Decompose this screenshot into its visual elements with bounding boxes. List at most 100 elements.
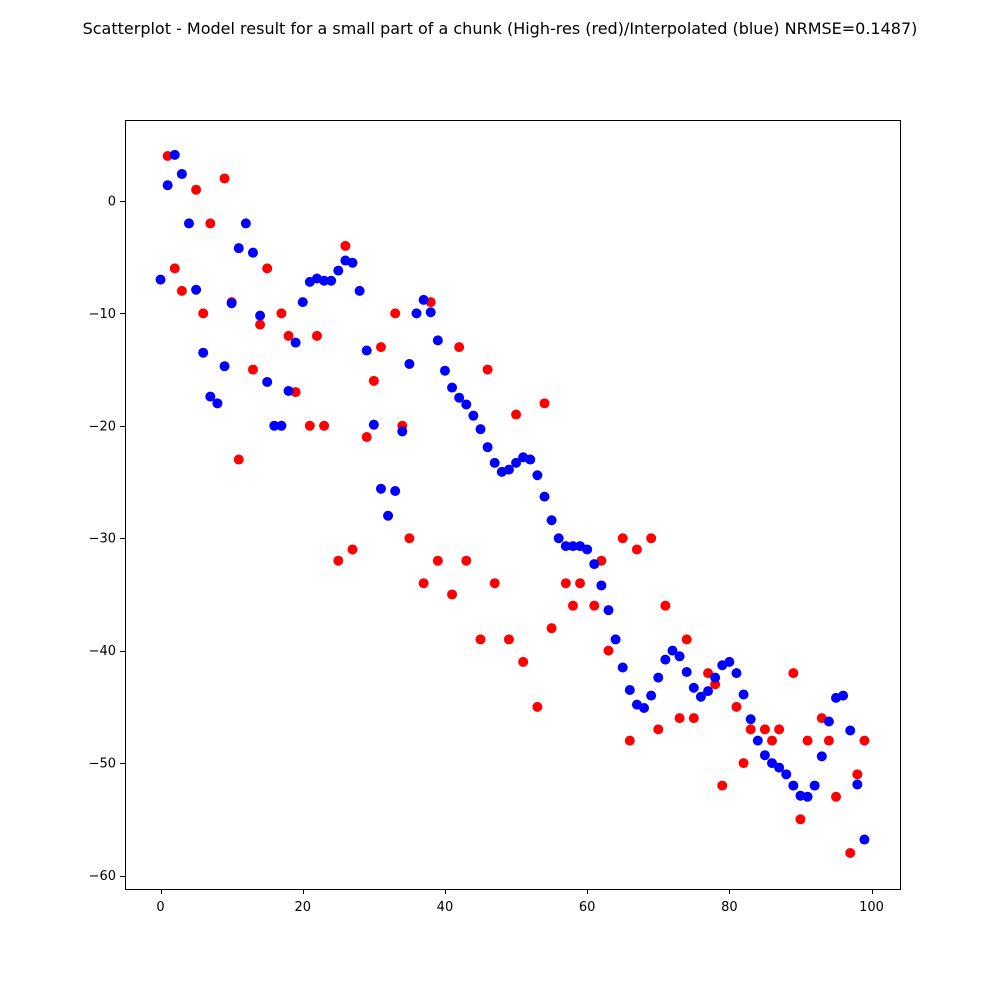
scatter-point bbox=[276, 420, 287, 431]
scatter-point bbox=[425, 307, 436, 318]
scatter-point bbox=[745, 714, 756, 725]
plot-points bbox=[155, 149, 870, 859]
y-tick-label: −30 bbox=[89, 532, 116, 547]
plot-frame bbox=[125, 120, 901, 890]
scatter-point bbox=[155, 274, 166, 285]
scatter-point bbox=[468, 410, 479, 421]
scatter-point bbox=[525, 454, 536, 465]
scatter-point bbox=[589, 559, 600, 570]
scatter-point bbox=[852, 779, 863, 790]
scatter-point bbox=[717, 780, 728, 791]
scatter-point bbox=[567, 600, 578, 611]
scatter-point bbox=[340, 240, 351, 251]
scatter-point bbox=[560, 578, 571, 589]
x-tick-label: 40 bbox=[437, 900, 454, 915]
scatter-point bbox=[688, 713, 699, 724]
scatter-point bbox=[759, 724, 770, 735]
scatter-point bbox=[695, 691, 706, 702]
scatter-point bbox=[589, 600, 600, 611]
scatter-point bbox=[703, 686, 714, 697]
scatter-point bbox=[752, 735, 763, 746]
scatter-point bbox=[169, 263, 180, 274]
scatter-point bbox=[176, 285, 187, 296]
scatter-point bbox=[703, 668, 714, 679]
scatter-point bbox=[162, 180, 173, 191]
scatter-point bbox=[361, 432, 372, 443]
scatter-point bbox=[347, 257, 358, 268]
scatter-point bbox=[290, 337, 301, 348]
scatter-point bbox=[788, 780, 799, 791]
scatter-point bbox=[447, 382, 458, 393]
scatter-point bbox=[447, 589, 458, 600]
scatter-point bbox=[767, 735, 778, 746]
scatter-point bbox=[482, 442, 493, 453]
scatter-point bbox=[191, 284, 202, 295]
scatter-point bbox=[845, 848, 856, 859]
scatter-point bbox=[205, 391, 216, 402]
scatter-point bbox=[347, 544, 358, 555]
scatter-point bbox=[368, 419, 379, 430]
scatter-point bbox=[503, 634, 514, 645]
scatter-point bbox=[397, 426, 408, 437]
scatter-point bbox=[546, 515, 557, 526]
scatter-point bbox=[297, 297, 308, 308]
scatter-point bbox=[539, 398, 550, 409]
scatter-point bbox=[745, 724, 756, 735]
scatter-point bbox=[674, 713, 685, 724]
scatter-point bbox=[575, 578, 586, 589]
scatter-point bbox=[774, 762, 785, 773]
scatter-point bbox=[674, 651, 685, 662]
scatter-point bbox=[461, 555, 472, 566]
scatter-point bbox=[283, 330, 294, 341]
scatter-point bbox=[596, 580, 607, 591]
scatter-point bbox=[247, 364, 258, 375]
scatter-point bbox=[269, 420, 280, 431]
scatter-point bbox=[390, 308, 401, 319]
scatter-point bbox=[788, 668, 799, 679]
scatter-point bbox=[546, 623, 557, 634]
x-tick-label: 20 bbox=[294, 900, 311, 915]
scatter-point bbox=[240, 218, 251, 229]
scatter-point bbox=[191, 184, 202, 195]
scatter-point bbox=[439, 365, 450, 376]
y-tick-label: −10 bbox=[89, 307, 116, 322]
scatter-point bbox=[404, 358, 415, 369]
scatter-point bbox=[375, 483, 386, 494]
scatter-point bbox=[361, 345, 372, 356]
scatter-point bbox=[681, 667, 692, 678]
scatter-point bbox=[660, 654, 671, 665]
scatter-point bbox=[631, 544, 642, 555]
scatter-point bbox=[454, 342, 465, 353]
scatter-point bbox=[326, 275, 337, 286]
scatter-point bbox=[418, 294, 429, 305]
scatter-point bbox=[432, 335, 443, 346]
scatter-point bbox=[532, 470, 543, 481]
scatter-point bbox=[205, 218, 216, 229]
scatter-point bbox=[219, 361, 230, 372]
scatter-point bbox=[809, 780, 820, 791]
scatter-point bbox=[198, 347, 209, 358]
y-axis: 0 −10 −20 −30 −40 −50 −60 bbox=[89, 194, 125, 884]
scatter-point bbox=[603, 605, 614, 616]
scatter-point bbox=[198, 308, 209, 319]
scatter-point bbox=[503, 464, 514, 475]
scatter-point bbox=[304, 420, 315, 431]
scatter-point bbox=[838, 690, 849, 701]
scatter-point bbox=[276, 308, 287, 319]
scatter-point bbox=[845, 725, 856, 736]
x-tick-label: 60 bbox=[579, 900, 596, 915]
scatter-point bbox=[731, 668, 742, 679]
scatter-point bbox=[653, 672, 664, 683]
scatter-point bbox=[603, 645, 614, 656]
scatter-point bbox=[582, 544, 593, 555]
scatter-point bbox=[489, 578, 500, 589]
y-tick-label: −40 bbox=[89, 644, 116, 659]
scatter-point bbox=[311, 330, 322, 341]
scatter-point bbox=[539, 491, 550, 502]
scatter-point bbox=[831, 791, 842, 802]
scatter-point bbox=[823, 716, 834, 727]
scatter-point bbox=[731, 701, 742, 712]
scatter-point bbox=[852, 769, 863, 780]
